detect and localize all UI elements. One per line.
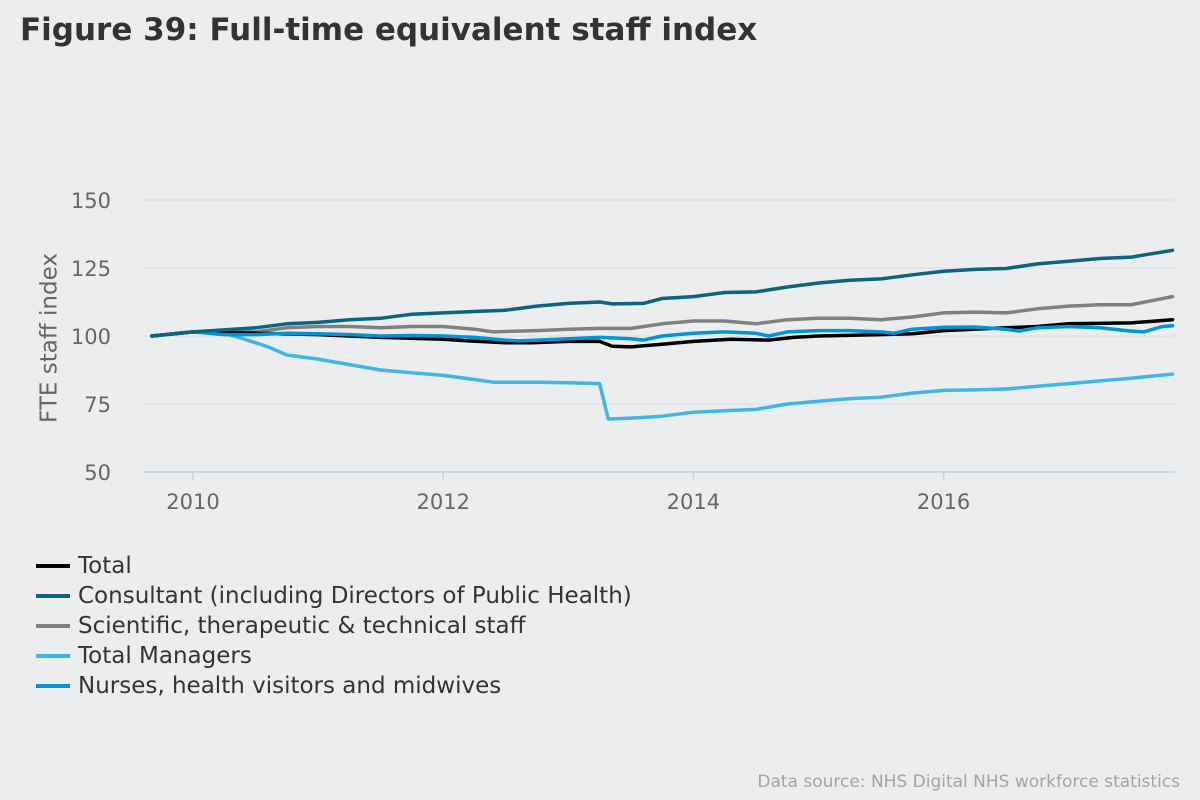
- legend-item: Scientific, therapeutic & technical staf…: [36, 611, 632, 641]
- x-tick-label: 2016: [917, 490, 970, 514]
- x-tick-labels: 2010 2012 2014 2016: [166, 472, 970, 514]
- legend-label: Nurses, health visitors and midwives: [78, 673, 502, 699]
- series-line-3: [150, 330, 1175, 421]
- legend-label: Scientific, therapeutic & technical staf…: [78, 613, 526, 639]
- chart-title: Figure 39: Full-time equivalent staff in…: [20, 12, 758, 48]
- series-line-1: [150, 248, 1175, 338]
- y-tick-label: 100: [71, 325, 111, 349]
- legend-label: Total Managers: [78, 643, 252, 669]
- y-tick-label: 75: [84, 393, 111, 417]
- legend-label: Total: [78, 553, 132, 579]
- x-tick-label: 2012: [416, 490, 469, 514]
- legend-swatch: [36, 594, 70, 598]
- legend-item: Total Managers: [36, 641, 632, 671]
- y-tick-labels: 50 75 100 125 150: [71, 189, 111, 485]
- y-axis-label: FTE staff index: [37, 253, 63, 423]
- series-line-2: [150, 294, 1175, 338]
- series-line-4: [150, 323, 1175, 343]
- x-tick-label: 2014: [667, 490, 720, 514]
- legend-swatch: [36, 654, 70, 658]
- x-tick-label: 2010: [166, 490, 219, 514]
- y-tick-label: 150: [71, 189, 111, 213]
- legend-label: Consultant (including Directors of Publi…: [78, 583, 632, 609]
- legend-item: Nurses, health visitors and midwives: [36, 671, 632, 701]
- legend-item: Consultant (including Directors of Publi…: [36, 581, 632, 611]
- series-lines: [150, 248, 1175, 421]
- legend-swatch: [36, 684, 70, 688]
- gridlines: [143, 199, 1175, 405]
- data-source-note: Data source: NHS Digital NHS workforce s…: [757, 772, 1180, 792]
- y-tick-label: 125: [71, 257, 111, 281]
- y-tick-label: 50: [84, 461, 111, 485]
- legend: Total Consultant (including Directors of …: [36, 551, 632, 701]
- legend-swatch: [36, 624, 70, 628]
- legend-item: Total: [36, 551, 632, 581]
- legend-swatch: [36, 564, 70, 568]
